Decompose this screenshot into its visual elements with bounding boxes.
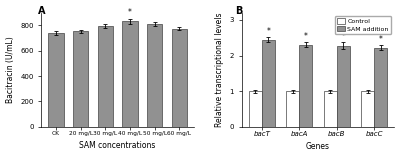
- Text: *: *: [342, 32, 345, 41]
- Bar: [48, 33, 64, 127]
- X-axis label: SAM concentrations: SAM concentrations: [80, 141, 156, 150]
- Bar: [73, 31, 88, 127]
- Bar: [172, 29, 187, 127]
- Bar: [337, 46, 350, 127]
- Bar: [299, 45, 312, 127]
- Text: A: A: [38, 6, 46, 16]
- Bar: [361, 91, 374, 127]
- Y-axis label: Bacitracin (U/mL): Bacitracin (U/mL): [6, 36, 14, 103]
- Text: *: *: [266, 27, 270, 36]
- Y-axis label: Relative transcriptional levels: Relative transcriptional levels: [215, 13, 224, 127]
- Bar: [374, 48, 388, 127]
- Bar: [324, 91, 337, 127]
- Text: *: *: [304, 32, 308, 41]
- Bar: [122, 21, 138, 127]
- Text: B: B: [236, 6, 243, 16]
- Bar: [262, 40, 275, 127]
- Bar: [147, 24, 162, 127]
- Legend: Control, SAM addition: Control, SAM addition: [335, 16, 391, 34]
- Bar: [286, 91, 299, 127]
- X-axis label: Genes: Genes: [306, 142, 330, 152]
- Text: *: *: [379, 35, 383, 44]
- Text: *: *: [128, 8, 132, 17]
- Bar: [248, 91, 262, 127]
- Bar: [98, 26, 113, 127]
